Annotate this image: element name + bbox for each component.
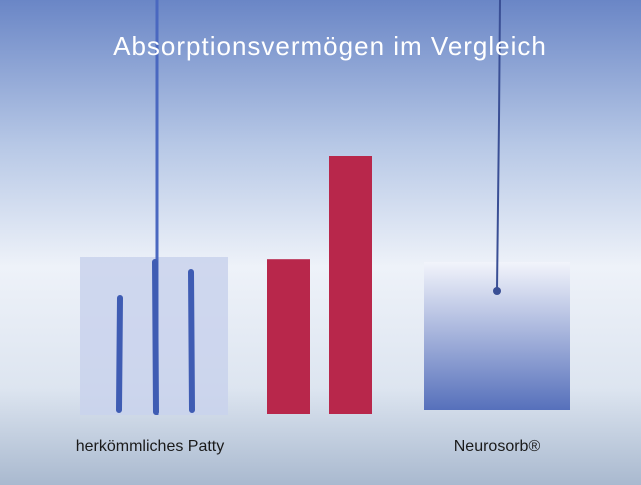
chart-title: Absorptionsvermögen im Vergleich [113,31,547,61]
bar [329,156,372,414]
bar [267,259,310,414]
category-label: herkömmliches Patty [76,438,225,455]
category-label: Neurosorb® [454,438,541,455]
decoration [80,0,570,415]
